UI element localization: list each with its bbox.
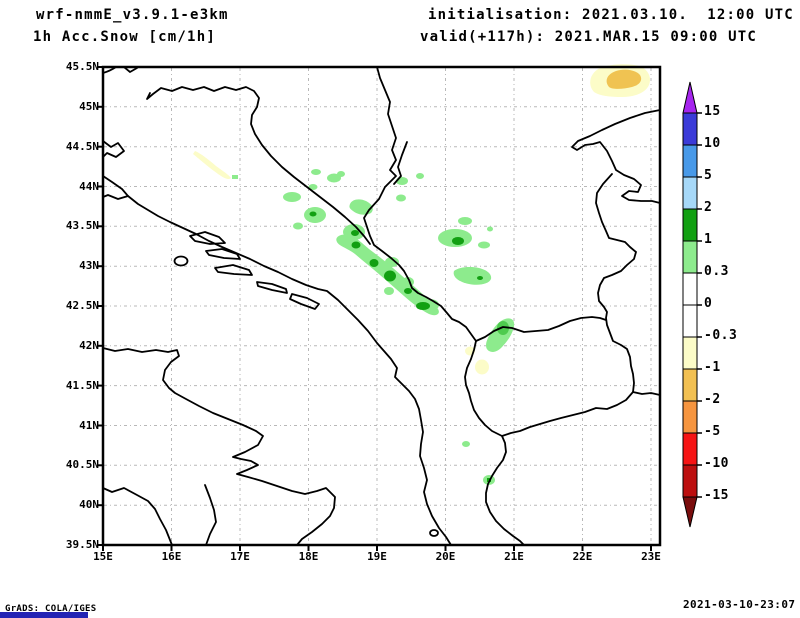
colorbar-value: 0.3 (704, 264, 729, 279)
lon-label: 17E (230, 550, 250, 563)
lat-label: 43N (79, 259, 99, 272)
lon-label: 20E (435, 550, 456, 563)
render-timestamp: 2021-03-10-23:07 (683, 598, 796, 611)
colorbar-value: 5 (704, 168, 713, 183)
init-time-label: initialisation: 2021.03.10. 12:00 UTC (428, 7, 794, 23)
melt-patches-light (193, 64, 650, 375)
colorbar (682, 81, 702, 528)
colorbar-value: -15 (704, 488, 729, 503)
colorbar-arrow-down (682, 496, 698, 528)
colorbar-value: -10 (704, 456, 729, 471)
variable-title: 1h Acc.Snow [cm/1h] (33, 29, 216, 45)
colorbar-value: 2 (704, 200, 713, 215)
lat-label: 42.5N (65, 299, 99, 312)
snow-patches-mid (497, 321, 509, 335)
lat-label: 43.5N (65, 219, 99, 232)
lat-label: 42N (79, 339, 99, 352)
lat-label: 45N (79, 100, 99, 113)
lon-label: 23E (641, 550, 661, 563)
lat-label: 45.5N (65, 60, 99, 73)
coastlines (102, 66, 452, 546)
colorbar-arrow-up (682, 81, 698, 114)
country-borders (146, 66, 661, 546)
valid-time-label: valid(+117h): 2021.MAR.15 09:00 UTC (420, 29, 758, 45)
lon-label: 19E (367, 550, 387, 563)
lat-label: 39.5N (65, 538, 99, 551)
colorbar-ticks (697, 112, 702, 498)
grads-logo-bar (0, 612, 88, 618)
colorbar-value: 15 (704, 104, 721, 119)
snow-patches-light (232, 169, 515, 485)
colorbar-value: -5 (704, 424, 721, 439)
model-title: wrf-nmmE_v3.9.1-e3km (36, 7, 229, 23)
lat-label: 44N (79, 180, 99, 193)
lon-label: 21E (504, 550, 524, 563)
lat-label: 41N (79, 419, 99, 432)
lon-label: 18E (298, 550, 319, 563)
melt-patches-mid (606, 69, 642, 89)
grid-lines (104, 68, 659, 544)
colorbar-value: -0.3 (704, 328, 738, 343)
lon-label: 22E (572, 550, 593, 563)
map-frame (97, 65, 662, 551)
colorbar-value: 10 (704, 136, 721, 151)
lat-label: 41.5N (65, 379, 99, 392)
lon-label: 16E (161, 550, 182, 563)
colorbar-value: 0 (704, 296, 713, 311)
snow-patches-heavy (309, 211, 491, 482)
colorbar-value: -1 (704, 360, 721, 375)
colorbar-value: 1 (704, 232, 713, 247)
lat-label: 44.5N (65, 140, 99, 153)
colorbar-value: -2 (704, 392, 721, 407)
lat-label: 40N (79, 498, 99, 511)
grads-credit: GrADS: COLA/IGES (5, 604, 97, 614)
lat-label: 40.5N (65, 458, 99, 471)
lon-label: 15E (93, 550, 113, 563)
